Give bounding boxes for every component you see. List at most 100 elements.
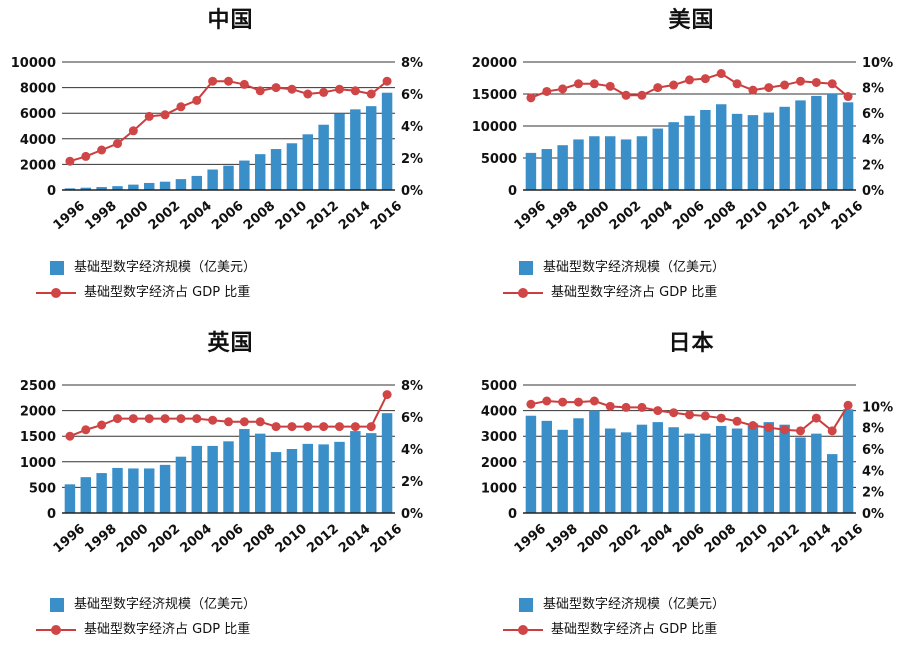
line-swatch-icon [36,286,76,300]
x-tick-label: 2002 [607,522,644,557]
bar [811,433,822,513]
line-point [621,402,631,412]
legend-item-line: 基础型数字经济占 GDP 比重 [503,283,717,303]
y-tick-label: 0 [47,184,56,199]
y2-tick-label: 10% [862,56,893,71]
x-tick-label: 2016 [829,199,866,234]
y2-tick-label: 4% [862,133,884,148]
legend-label-line: 基础型数字经济占 GDP 比重 [84,285,251,300]
bar-swatch-icon [519,260,533,275]
y2-tick-label: 0% [862,507,884,522]
x-tick-label: 2008 [702,199,739,234]
line-point [748,85,758,95]
bar [381,413,393,513]
bar [604,136,616,190]
line-point [335,422,344,432]
line-point [350,422,360,432]
line-point [319,87,329,97]
bar [223,441,234,513]
chart-title: 美国 [668,7,715,33]
y-tick-label: 0 [508,184,517,199]
line-point [335,84,344,94]
y2-tick-label: 8% [401,379,423,394]
bar [589,410,600,513]
line-point [558,397,568,407]
line-point [65,156,75,166]
bar [715,425,727,513]
bar [541,420,553,513]
bar [254,433,266,513]
x-tick-label: 2000 [114,522,151,557]
y2-tick-label: 2% [862,486,884,501]
line-point [208,76,218,86]
y2-tick-label: 0% [862,184,884,199]
y2-tick-label: 8% [862,82,884,97]
line-point [589,79,599,89]
bar [763,112,775,190]
line-point [319,422,329,432]
bar [652,128,664,190]
y-tick-label: 2000 [481,456,517,471]
line-point [65,431,75,441]
bar [842,102,854,190]
bar [668,122,679,190]
line-point [780,80,790,90]
x-tick-label: 2016 [368,199,405,234]
bar [652,422,664,513]
line-point [271,422,281,432]
line-point [192,95,202,105]
bar [636,136,648,190]
y-tick-label: 0 [47,507,56,522]
bar [620,432,632,513]
bar [350,109,361,190]
x-tick-label: 2012 [765,199,802,234]
x-tick-label: 1998 [543,199,580,234]
line-point [796,76,805,86]
line-point [605,81,615,91]
bar [811,95,822,190]
line-point [208,415,218,425]
x-tick-label: 1998 [82,522,119,557]
legend-label-bar: 基础型数字经济规模（亿美元） [543,597,726,612]
y2-tick-label: 8% [401,56,423,71]
line-point [732,416,742,426]
chart-plot: 0 1000 2000 3000 4000 5000 0% 2% 4% 6% 8% 10% 199619… [481,379,893,557]
line-point [176,102,186,112]
line-point [303,422,313,432]
bar [573,418,584,513]
bar [381,92,393,190]
y2-tick-label: 2% [862,158,884,173]
bar [795,100,806,190]
legend-item-bar: 基础型数字经济规模（亿美元） [519,258,725,278]
x-tick-label: 2002 [146,522,183,557]
y-tick-label: 4000 [481,405,517,420]
bar [80,187,92,190]
line-point [366,422,376,432]
bar [80,477,92,513]
y-tick-label: 500 [29,481,56,496]
chart-title: 日本 [668,330,715,356]
line-point [542,86,552,96]
bar [318,444,329,513]
bar [731,113,743,190]
bar [700,433,711,513]
line-point [81,425,91,435]
line-point [176,414,186,424]
line-point [81,151,91,161]
line-point [271,83,281,93]
line-point [589,396,599,406]
bar [239,160,250,190]
line-point [303,89,313,99]
y-tick-label: 10000 [11,56,56,71]
bar [159,464,171,513]
bar-swatch-icon [50,260,64,275]
line-point [827,79,837,89]
line-point [144,111,154,121]
x-tick-label: 2002 [146,199,183,234]
bar [795,437,806,513]
bar [636,424,648,513]
line-point [113,414,122,424]
bar [700,110,711,190]
line-point [764,83,774,93]
legend-label-bar: 基础型数字经济规模（亿美元） [74,260,257,275]
